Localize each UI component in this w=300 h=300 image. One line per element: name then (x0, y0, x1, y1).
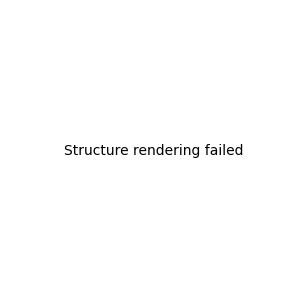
Text: Structure rendering failed: Structure rendering failed (64, 145, 244, 158)
